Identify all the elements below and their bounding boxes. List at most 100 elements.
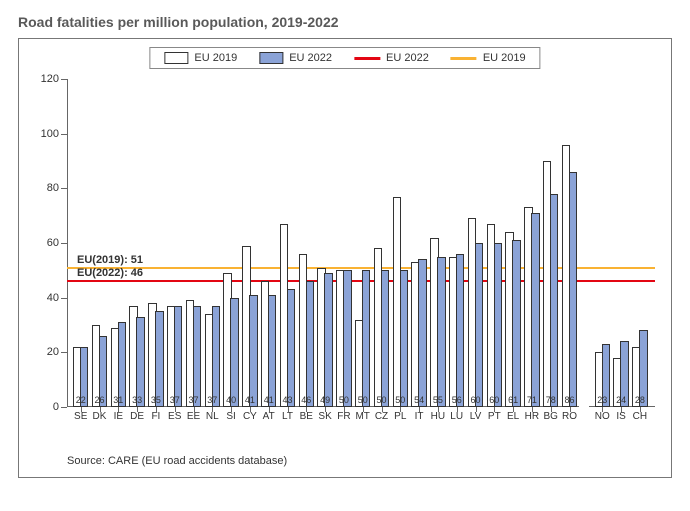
- y-tick: [61, 79, 67, 80]
- bar-2022: [456, 254, 464, 407]
- category-label: LU: [449, 411, 464, 422]
- category-label: SK: [317, 411, 332, 422]
- category-label: DK: [92, 411, 107, 422]
- bar-group: 28CH: [632, 79, 647, 407]
- bar-group: 33DE: [129, 79, 144, 407]
- y-tick-label: 80: [47, 182, 59, 194]
- bar-group: 60LV: [468, 79, 483, 407]
- category-label: ES: [167, 411, 182, 422]
- bar-group: 35FI: [148, 79, 163, 407]
- bar-2022: [268, 295, 276, 407]
- y-tick: [61, 134, 67, 135]
- legend-label: EU 2022: [386, 52, 429, 64]
- bar-2022: [437, 257, 445, 407]
- bar-group: 50PL: [393, 79, 408, 407]
- chart-title: Road fatalities per million population, …: [18, 14, 672, 30]
- source-text: Source: CARE (EU road accidents database…: [67, 455, 287, 467]
- bar-2022: [324, 273, 332, 407]
- legend-swatch: [451, 57, 477, 60]
- bar-group: 61EL: [505, 79, 520, 407]
- bar-group: 49SK: [317, 79, 332, 407]
- bar-2022: [174, 306, 182, 407]
- bar-group: 55HU: [430, 79, 445, 407]
- category-label: HR: [524, 411, 539, 422]
- y-tick: [61, 407, 67, 408]
- y-tick-label: 60: [47, 237, 59, 249]
- category-label: SE: [73, 411, 88, 422]
- chart-frame: EU 2019 EU 2022 EU 2022 EU 2019 02040608010…: [18, 38, 672, 478]
- category-label: BG: [543, 411, 558, 422]
- axis-break: [579, 405, 589, 413]
- category-label: CY: [242, 411, 257, 422]
- legend-swatch: [354, 57, 380, 60]
- legend-swatch: [259, 52, 283, 64]
- y-tick: [61, 243, 67, 244]
- category-label: LV: [468, 411, 483, 422]
- category-label: EL: [505, 411, 520, 422]
- bar-group: 41CY: [242, 79, 257, 407]
- category-label: RO: [562, 411, 577, 422]
- bar-2022: [118, 322, 126, 407]
- y-tick: [61, 352, 67, 353]
- y-tick: [61, 188, 67, 189]
- bar-group: 22SE: [73, 79, 88, 407]
- category-label: FR: [336, 411, 351, 422]
- bar-group: 24IS: [613, 79, 628, 407]
- bar-2022: [418, 259, 426, 407]
- bar-2022: [306, 281, 314, 407]
- bar-2022: [362, 270, 370, 407]
- bar-2022: [343, 270, 351, 407]
- bar-group: 50FR: [336, 79, 351, 407]
- y-tick-label: 120: [41, 73, 59, 85]
- bar-group: 50CZ: [374, 79, 389, 407]
- bar-group: 71HR: [524, 79, 539, 407]
- bar-group: 43LT: [280, 79, 295, 407]
- bar-group: 26DK: [92, 79, 107, 407]
- bar-group: 50MT: [355, 79, 370, 407]
- bar-group: 23NO: [595, 79, 610, 407]
- legend-label: EU 2019: [194, 52, 237, 64]
- legend-item: EU 2022: [259, 52, 332, 64]
- bar-2022: [494, 243, 502, 407]
- legend-item: EU 2022: [354, 52, 429, 64]
- category-label: BE: [299, 411, 314, 422]
- bar-group: 37ES: [167, 79, 182, 407]
- category-label: NL: [205, 411, 220, 422]
- bar-2022: [155, 311, 163, 407]
- bar-2022: [602, 344, 610, 407]
- category-label: PL: [393, 411, 408, 422]
- bar-2022: [400, 270, 408, 407]
- legend-item: EU 2019: [451, 52, 526, 64]
- category-label: LT: [280, 411, 295, 422]
- legend-label: EU 2022: [289, 52, 332, 64]
- y-axis: [67, 79, 68, 407]
- bar-group: 86RO: [562, 79, 577, 407]
- bar-2022: [136, 317, 144, 407]
- category-label: HU: [430, 411, 445, 422]
- bar-group: 56LU: [449, 79, 464, 407]
- bar-2022: [230, 298, 238, 407]
- legend-item: EU 2019: [164, 52, 237, 64]
- category-label: SI: [223, 411, 238, 422]
- bar-2022: [475, 243, 483, 407]
- plot-area: 020406080100120EU(2019): 51EU(2022): 462…: [67, 79, 655, 407]
- bar-2022: [531, 213, 539, 407]
- bar-2022: [639, 330, 647, 407]
- bar-group: 41AT: [261, 79, 276, 407]
- category-label: AT: [261, 411, 276, 422]
- category-label: IT: [411, 411, 426, 422]
- bar-2022: [569, 172, 577, 407]
- y-tick-label: 0: [53, 401, 59, 413]
- bar-2022: [193, 306, 201, 407]
- legend-label: EU 2019: [483, 52, 526, 64]
- y-tick-label: 100: [41, 128, 59, 140]
- bar-2022: [212, 306, 220, 407]
- bar-group: 37NL: [205, 79, 220, 407]
- bar-group: 46BE: [299, 79, 314, 407]
- bar-2022: [99, 336, 107, 407]
- category-label: IS: [613, 411, 628, 422]
- category-label: FI: [148, 411, 163, 422]
- category-label: DE: [129, 411, 144, 422]
- bar-group: 37EE: [186, 79, 201, 407]
- y-tick-label: 40: [47, 292, 59, 304]
